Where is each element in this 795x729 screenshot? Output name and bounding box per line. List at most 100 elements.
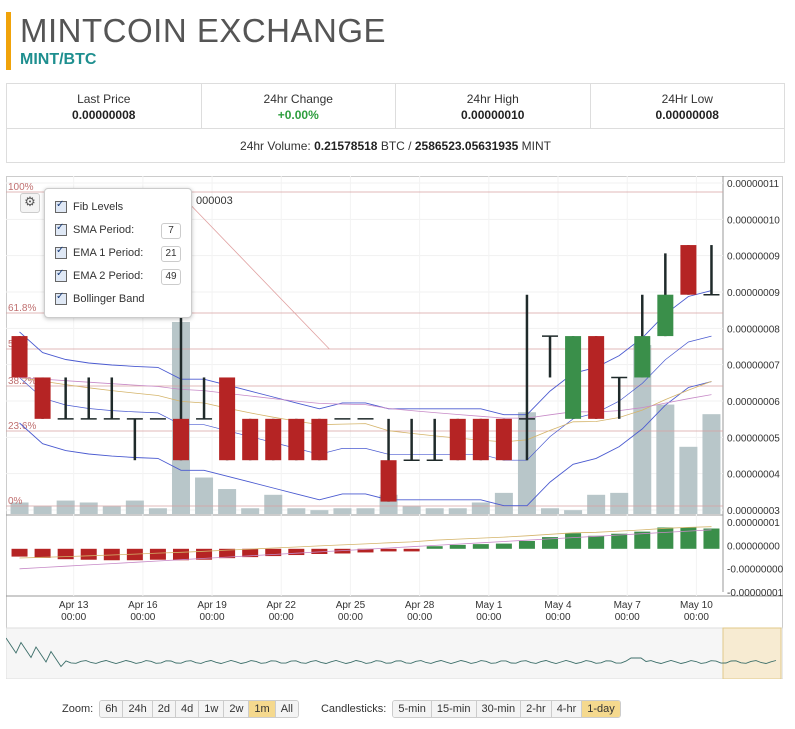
volume-bar <box>610 492 629 514</box>
volume-bar <box>356 508 375 514</box>
candle-button-1-day[interactable]: 1-day <box>582 701 620 717</box>
candle-button-30-min[interactable]: 30-min <box>476 701 522 717</box>
x-tick-time: 00:00 <box>546 612 571 623</box>
bollinger-toggle[interactable]: Bollinger Band <box>55 290 145 308</box>
x-tick-date: May 1 <box>475 600 503 611</box>
x-tick-time: 00:00 <box>61 612 86 623</box>
macd-tick-label: -0.00000001 <box>727 588 783 599</box>
x-tick-time: 00:00 <box>200 612 225 623</box>
price-chart[interactable]: 0.00000011 0.00000010 0.00000009 0.00000009… <box>5 176 784 680</box>
ema1-toggle[interactable]: EMA 1 Period: <box>55 244 143 262</box>
volume-bar <box>195 477 214 514</box>
candle-body <box>380 460 397 502</box>
macd-histogram-bar <box>657 527 674 549</box>
macd-histogram-bar <box>57 548 74 560</box>
change-value: +0.00% <box>277 108 319 122</box>
candle-body <box>242 418 259 461</box>
ema2-toggle[interactable]: EMA 2 Period: <box>55 267 143 285</box>
price-tick-label: 0.00000009 <box>727 288 780 299</box>
fib-checkbox[interactable] <box>55 199 67 213</box>
zoom-button-2w[interactable]: 2w <box>224 701 250 717</box>
low-label: 24Hr Low <box>661 92 713 106</box>
volume-bar <box>10 502 29 514</box>
macd-histogram-bar <box>196 548 213 560</box>
candlestick-label: Candlesticks: <box>320 703 387 715</box>
macd-histogram-bar <box>495 543 512 549</box>
sma-checkbox[interactable] <box>55 222 67 236</box>
zoom-label: Zoom: <box>62 703 94 715</box>
zoom-button-24h[interactable]: 24h <box>123 701 153 717</box>
x-tick-date: Apr 25 <box>336 600 366 611</box>
volume-bar <box>679 446 698 514</box>
ema1-period-input[interactable]: 21 <box>161 246 181 262</box>
navigator-panel <box>5 627 784 680</box>
zoom-button-all[interactable]: All <box>275 701 298 717</box>
ema1-checkbox[interactable] <box>55 245 67 259</box>
zoom-button-1m[interactable]: 1m <box>249 701 276 717</box>
candle-button-5-min[interactable]: 5-min <box>393 701 432 717</box>
fib-label: 0% <box>8 496 23 507</box>
candle-body <box>449 418 466 461</box>
volume-bar <box>79 502 98 514</box>
volume-prefix: 24hr Volume: <box>240 139 311 153</box>
macd-histogram-bar <box>34 548 51 558</box>
zoom-button-4d[interactable]: 4d <box>176 701 200 717</box>
volume-bar <box>148 508 167 514</box>
chart-area[interactable]: 0.00000011 0.00000010 0.00000009 0.00000009… <box>5 176 784 680</box>
gear-icon[interactable]: ⚙ <box>20 193 40 213</box>
fib-label: 23.6% <box>8 421 36 432</box>
volume-bar <box>264 494 283 514</box>
candle-body <box>11 336 28 378</box>
fib-toggle[interactable]: Fib Levels <box>55 198 123 216</box>
volume-bar <box>448 508 467 514</box>
zoom-button-1w[interactable]: 1w <box>199 701 225 717</box>
macd-histogram-bar <box>357 548 374 553</box>
macd-tick-label: 0.00000000 <box>727 541 780 552</box>
header: MINTCOIN EXCHANGE MINT/BTC <box>6 12 386 70</box>
volume-bar <box>587 494 606 514</box>
candle-body <box>657 294 674 337</box>
volume-bar <box>241 508 260 514</box>
candle-button-4-hr[interactable]: 4-hr <box>551 701 583 717</box>
sma-toggle[interactable]: SMA Period: <box>55 221 134 239</box>
macd-histogram-bar <box>611 533 628 549</box>
candle-body <box>288 418 305 461</box>
low-stat: 24Hr Low 0.00000008 <box>591 84 785 128</box>
macd-histogram-bar <box>126 548 143 561</box>
price-tick-label: 0.00000006 <box>727 397 780 408</box>
zoom-button-2d[interactable]: 2d <box>152 701 177 717</box>
sma-period-input[interactable]: 7 <box>161 223 181 239</box>
bollinger-label: Bollinger Band <box>73 293 145 305</box>
ema2-period-input[interactable]: 49 <box>161 269 181 285</box>
macd-histogram-bar <box>403 548 420 552</box>
macd-histogram-bar <box>380 548 397 552</box>
x-tick-time: 00:00 <box>476 612 501 623</box>
candle-body <box>311 418 328 461</box>
macd-histogram-bar <box>426 546 443 549</box>
fib-label: Fib Levels <box>73 201 124 213</box>
price-tick-label: 0.00000010 <box>727 215 780 226</box>
candle-body <box>472 418 489 461</box>
price-tick-label: 0.00000008 <box>727 324 780 335</box>
candle-button-2-hr[interactable]: 2-hr <box>521 701 552 717</box>
volume-bar <box>102 506 121 514</box>
volume-bar <box>702 414 721 514</box>
macd-histogram-bar <box>219 548 236 559</box>
macd-tick-label: 0.00000001 <box>727 518 780 529</box>
candle-button-15-min[interactable]: 15-min <box>431 701 477 717</box>
x-tick-time: 00:00 <box>338 612 363 623</box>
volume-bar <box>471 502 490 514</box>
macd-histogram-bar <box>449 544 466 549</box>
price-tick-label: 0.00000011 <box>727 179 780 190</box>
ema2-checkbox[interactable] <box>55 268 67 282</box>
x-tick-time: 00:00 <box>269 612 294 623</box>
volume-bar <box>125 500 144 514</box>
volume-mint-unit: MINT <box>521 139 551 153</box>
candle-body <box>34 377 51 419</box>
page-title: MINTCOIN EXCHANGE <box>20 12 387 49</box>
zoom-button-6h[interactable]: 6h <box>100 701 124 717</box>
macd-histogram-bar <box>472 544 489 549</box>
volume-bar <box>218 489 237 514</box>
bollinger-checkbox[interactable] <box>55 291 67 305</box>
last-price-value: 0.00000008 <box>72 108 136 122</box>
